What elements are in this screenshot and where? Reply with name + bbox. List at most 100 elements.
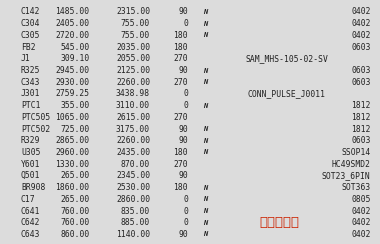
Text: 0: 0: [183, 101, 188, 110]
Text: 2759.25: 2759.25: [55, 90, 89, 98]
Text: 2930.00: 2930.00: [55, 78, 89, 87]
Text: C643: C643: [21, 230, 40, 239]
Text: 835.00: 835.00: [121, 207, 150, 215]
Text: 355.00: 355.00: [60, 101, 89, 110]
Text: 90: 90: [178, 125, 188, 133]
Text: 3110.00: 3110.00: [116, 101, 150, 110]
Text: 0: 0: [183, 195, 188, 204]
Text: 870.00: 870.00: [121, 160, 150, 169]
Text: 2720.00: 2720.00: [55, 31, 89, 40]
Text: 90: 90: [178, 136, 188, 145]
Text: 90: 90: [178, 230, 188, 239]
Text: N: N: [203, 185, 207, 191]
Text: 2055.00: 2055.00: [116, 54, 150, 63]
Text: 180: 180: [174, 148, 188, 157]
Text: 0402: 0402: [351, 8, 370, 16]
Text: 0402: 0402: [351, 31, 370, 40]
Text: 2405.00: 2405.00: [55, 19, 89, 28]
Text: 2260.00: 2260.00: [116, 78, 150, 87]
Text: N: N: [203, 138, 207, 144]
Text: 0603: 0603: [351, 78, 370, 87]
Text: 2125.00: 2125.00: [116, 66, 150, 75]
Text: 1140.00: 1140.00: [116, 230, 150, 239]
Text: 0805: 0805: [351, 195, 370, 204]
Text: 2945.00: 2945.00: [55, 66, 89, 75]
Text: 270: 270: [174, 113, 188, 122]
Text: 1065.00: 1065.00: [55, 113, 89, 122]
Text: 0603: 0603: [351, 136, 370, 145]
Text: 深圳宏力捷: 深圳宏力捷: [259, 216, 299, 229]
Text: U305: U305: [21, 148, 40, 157]
Text: PTC502: PTC502: [21, 125, 50, 133]
Text: C305: C305: [21, 31, 40, 40]
Text: 1485.00: 1485.00: [55, 8, 89, 16]
Text: 1860.00: 1860.00: [55, 183, 89, 192]
Text: 0: 0: [183, 19, 188, 28]
Text: N: N: [203, 150, 207, 155]
Text: 1330.00: 1330.00: [55, 160, 89, 169]
Text: 755.00: 755.00: [121, 31, 150, 40]
Text: N: N: [203, 21, 207, 27]
Text: N: N: [203, 68, 207, 73]
Text: N: N: [203, 9, 207, 15]
Text: N: N: [203, 79, 207, 85]
Text: N: N: [203, 103, 207, 109]
Text: 0: 0: [183, 218, 188, 227]
Text: CONN_PULSE_J0011: CONN_PULSE_J0011: [248, 90, 326, 98]
Text: SSOP14: SSOP14: [341, 148, 370, 157]
Text: C642: C642: [21, 218, 40, 227]
Text: N: N: [203, 32, 207, 38]
Text: BR908: BR908: [21, 183, 45, 192]
Text: 0603: 0603: [351, 66, 370, 75]
Text: 270: 270: [174, 160, 188, 169]
Text: 2615.00: 2615.00: [116, 113, 150, 122]
Text: 755.00: 755.00: [121, 19, 150, 28]
Text: C343: C343: [21, 78, 40, 87]
Text: Q501: Q501: [21, 172, 40, 180]
Text: 545.00: 545.00: [60, 43, 89, 51]
Text: 0402: 0402: [351, 218, 370, 227]
Text: 760.00: 760.00: [60, 218, 89, 227]
Text: 2530.00: 2530.00: [116, 183, 150, 192]
Text: 1812: 1812: [351, 125, 370, 133]
Text: SOT23_6PIN: SOT23_6PIN: [322, 172, 370, 180]
Text: 2960.00: 2960.00: [55, 148, 89, 157]
Text: 2260.00: 2260.00: [116, 136, 150, 145]
Text: N: N: [203, 220, 207, 226]
Text: 1812: 1812: [351, 113, 370, 122]
Text: R325: R325: [21, 66, 40, 75]
Text: 725.00: 725.00: [60, 125, 89, 133]
Text: 2315.00: 2315.00: [116, 8, 150, 16]
Text: J301: J301: [21, 90, 40, 98]
Text: N: N: [203, 208, 207, 214]
Text: 0402: 0402: [351, 207, 370, 215]
Text: 90: 90: [178, 172, 188, 180]
Text: 3175.00: 3175.00: [116, 125, 150, 133]
Text: 270: 270: [174, 54, 188, 63]
Text: HC49SMD2: HC49SMD2: [331, 160, 370, 169]
Text: 180: 180: [174, 31, 188, 40]
Text: 309.10: 309.10: [60, 54, 89, 63]
Text: N: N: [203, 232, 207, 237]
Text: 860.00: 860.00: [60, 230, 89, 239]
Text: N: N: [203, 196, 207, 202]
Text: R329: R329: [21, 136, 40, 145]
Text: N: N: [203, 126, 207, 132]
Text: 265.00: 265.00: [60, 195, 89, 204]
Text: 90: 90: [178, 66, 188, 75]
Text: 180: 180: [174, 183, 188, 192]
Text: 2865.00: 2865.00: [55, 136, 89, 145]
Text: SAM_MHS-105-02-SV: SAM_MHS-105-02-SV: [245, 54, 328, 63]
Text: 0402: 0402: [351, 19, 370, 28]
Text: 2035.00: 2035.00: [116, 43, 150, 51]
Text: J1: J1: [21, 54, 31, 63]
Text: PTC1: PTC1: [21, 101, 40, 110]
Text: C142: C142: [21, 8, 40, 16]
Text: Y601: Y601: [21, 160, 40, 169]
Text: 760.00: 760.00: [60, 207, 89, 215]
Text: 0: 0: [183, 207, 188, 215]
Text: 180: 180: [174, 43, 188, 51]
Text: 2435.00: 2435.00: [116, 148, 150, 157]
Text: 265.00: 265.00: [60, 172, 89, 180]
Text: 90: 90: [178, 8, 188, 16]
